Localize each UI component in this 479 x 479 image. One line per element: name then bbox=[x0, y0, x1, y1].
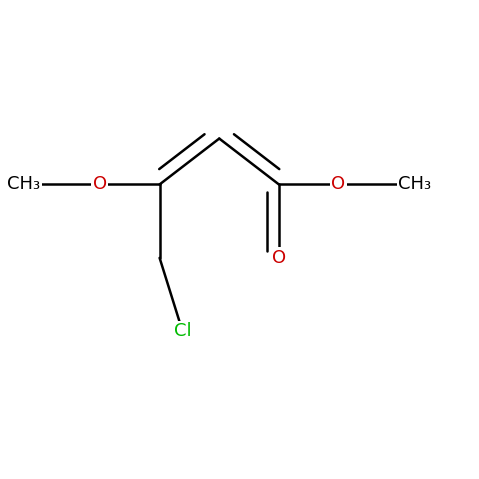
Text: CH₃: CH₃ bbox=[398, 175, 431, 194]
Text: O: O bbox=[272, 249, 286, 267]
Text: O: O bbox=[93, 175, 107, 194]
Text: O: O bbox=[331, 175, 346, 194]
Text: CH₃: CH₃ bbox=[7, 175, 40, 194]
Text: Cl: Cl bbox=[174, 322, 191, 340]
